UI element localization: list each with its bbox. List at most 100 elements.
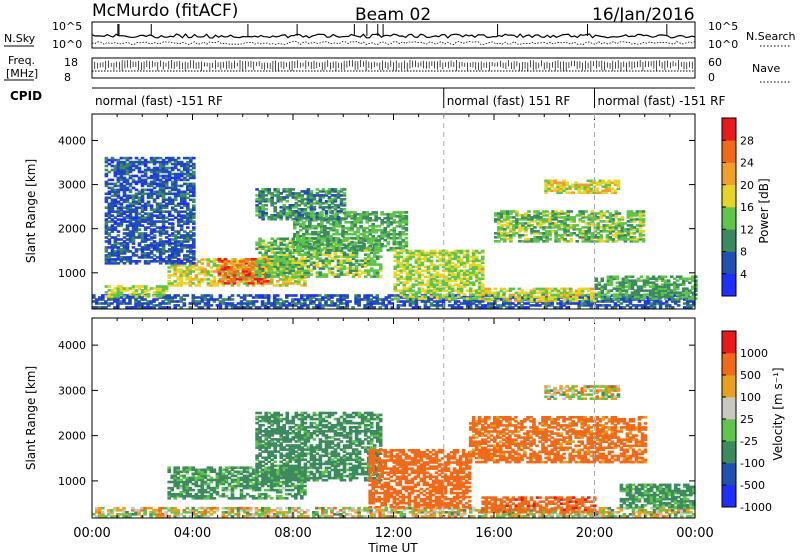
power-cell — [302, 221, 306, 224]
power-cell — [236, 270, 240, 273]
power-cell — [348, 300, 352, 303]
power-cell — [343, 265, 347, 268]
power-cell — [362, 243, 366, 246]
power-cell — [120, 248, 124, 251]
freq-top-tick: 18 — [64, 56, 78, 69]
power-cell — [379, 263, 383, 266]
power-cell — [682, 278, 686, 281]
power-cell — [424, 270, 428, 273]
power-cell — [267, 294, 271, 297]
power-cell — [201, 262, 205, 265]
power-cell — [322, 194, 326, 197]
power-cell — [363, 304, 367, 307]
power-cell — [343, 192, 347, 195]
power-cell — [602, 189, 606, 192]
power-cell — [167, 270, 171, 273]
power-cell — [602, 186, 606, 189]
power-cell — [602, 180, 606, 183]
power-cell — [119, 300, 123, 303]
power-cell — [481, 266, 485, 269]
power-cell — [403, 264, 407, 267]
power-cell — [569, 210, 573, 213]
power-cell — [240, 296, 244, 299]
power-cell — [342, 302, 346, 305]
power-cell — [179, 306, 183, 309]
power-cell — [585, 210, 589, 213]
power-cell — [664, 276, 668, 279]
power-cell — [503, 288, 507, 291]
power-cell — [497, 300, 501, 303]
power-cell — [624, 222, 628, 225]
power-cell — [600, 234, 604, 237]
power-cell — [189, 306, 193, 309]
power-cell — [219, 294, 223, 297]
power-cell — [322, 253, 326, 256]
power-cell — [261, 188, 265, 191]
power-cell — [323, 225, 327, 228]
power-cell — [292, 238, 296, 241]
power-cell — [442, 274, 446, 277]
freq-bottom-tick: 8 — [64, 71, 71, 84]
power-cell — [362, 211, 366, 214]
power-cell — [542, 232, 546, 235]
power-cell — [186, 294, 190, 297]
power-cell — [523, 302, 527, 305]
power-cell — [451, 293, 455, 296]
power-cell — [631, 276, 635, 279]
power-cell — [123, 295, 127, 298]
power-cell — [345, 294, 349, 297]
power-cell — [677, 304, 681, 307]
power-cell — [343, 259, 347, 262]
power-cell — [617, 180, 621, 183]
power-cell — [276, 188, 280, 191]
power-cell — [261, 263, 265, 266]
power-cell — [294, 294, 298, 297]
power-cell — [301, 214, 305, 217]
power-cell — [210, 294, 214, 297]
power-cell — [140, 296, 144, 299]
nsky-panel — [92, 22, 695, 48]
power-cell — [221, 266, 225, 269]
power-cell — [642, 218, 646, 221]
power-cell — [361, 263, 365, 266]
power-cell — [405, 215, 409, 218]
power-cell — [604, 283, 608, 286]
power-cell — [342, 294, 346, 297]
power-cell — [221, 278, 225, 281]
power-cell — [201, 294, 205, 297]
cpid-segment-label: normal (fast) -151 RF — [95, 94, 223, 108]
power-cell — [643, 293, 647, 296]
power-cell — [101, 306, 105, 309]
power-cell — [604, 293, 608, 296]
power-cell — [374, 211, 378, 214]
power-cell — [321, 304, 325, 307]
power-cell — [183, 302, 187, 305]
power-cell — [286, 200, 290, 203]
nsearch-top-tick: 10^5 — [708, 20, 738, 33]
nsky-bottom-tick: 10^0 — [52, 38, 82, 51]
power-cell — [601, 278, 605, 281]
power-cell — [521, 214, 525, 217]
power-cell — [515, 210, 519, 213]
power-cell — [643, 279, 647, 282]
power-cell — [144, 285, 148, 288]
power-cell — [683, 302, 687, 305]
power-cell — [424, 266, 428, 269]
power-cell — [457, 295, 461, 298]
power-cell — [463, 281, 467, 284]
power-cell — [581, 210, 585, 213]
power-cell — [475, 256, 479, 259]
power-cell — [183, 298, 187, 301]
power-cell — [120, 203, 124, 206]
power-cell — [140, 302, 144, 305]
power-cell — [424, 300, 428, 303]
power-cell — [361, 259, 365, 262]
power-cell — [362, 227, 366, 230]
power-cell — [362, 239, 366, 242]
power-cell — [548, 238, 552, 241]
power-cell — [403, 281, 407, 284]
power-cell — [322, 206, 326, 209]
power-cell — [301, 275, 305, 278]
